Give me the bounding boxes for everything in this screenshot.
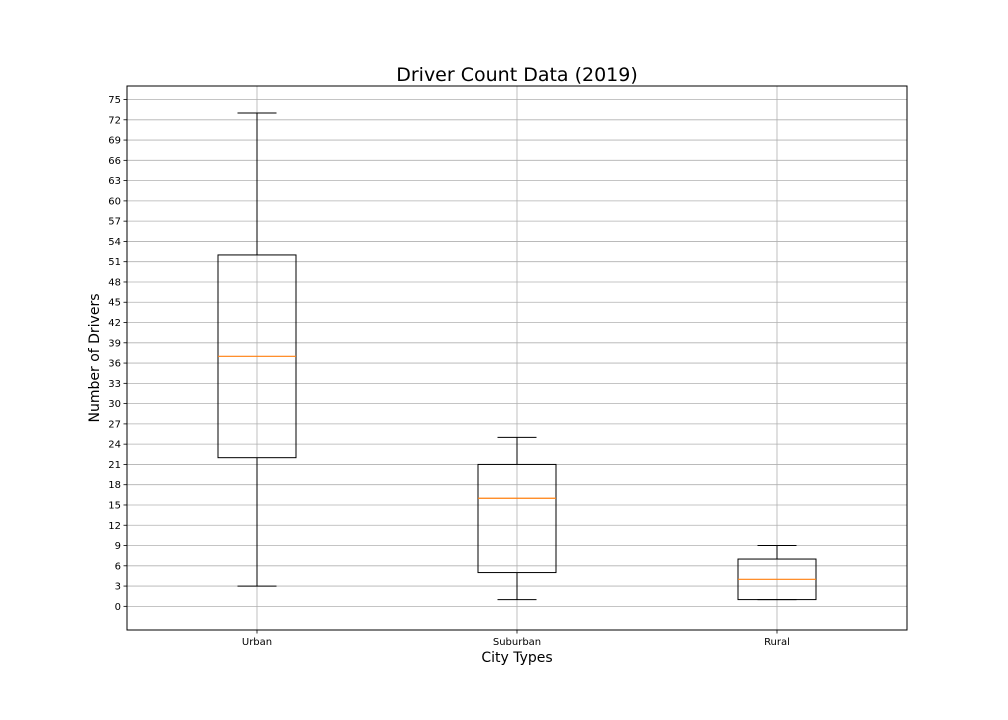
y-tick-label: 42 xyxy=(108,318,121,329)
y-tick-label: 57 xyxy=(108,217,121,228)
box-plot-series xyxy=(217,112,817,601)
y-tick-label: 0 xyxy=(115,602,121,613)
y-tick-label: 18 xyxy=(108,480,121,491)
y-tick-label: 75 xyxy=(108,95,121,106)
box-suburban xyxy=(477,436,557,601)
y-tick-label: 45 xyxy=(108,298,121,309)
y-tick-label: 27 xyxy=(108,419,121,430)
chart-title: Driver Count Data (2019) xyxy=(396,64,638,86)
iqr-box xyxy=(477,463,557,574)
x-tick-label: Urban xyxy=(242,637,272,648)
y-tick-label: 63 xyxy=(108,176,121,187)
y-tick-label: 72 xyxy=(108,115,121,126)
y-tick-label: 6 xyxy=(115,561,121,572)
y-tick-label: 36 xyxy=(108,359,121,370)
box-urban xyxy=(217,112,297,587)
y-tick-label: 3 xyxy=(115,582,121,593)
y-axis-ticks: 0369121518212427303336394245485154576063… xyxy=(108,95,127,613)
y-tick-label: 54 xyxy=(108,237,121,248)
y-tick-label: 66 xyxy=(108,156,121,167)
y-tick-label: 30 xyxy=(108,399,121,410)
y-tick-label: 39 xyxy=(108,338,121,349)
x-tick-label: Rural xyxy=(764,637,790,648)
box-rural xyxy=(737,545,817,601)
grid-lines xyxy=(127,86,907,630)
y-tick-label: 9 xyxy=(115,541,121,552)
y-tick-label: 60 xyxy=(108,196,121,207)
y-tick-label: 21 xyxy=(108,460,121,471)
y-tick-label: 33 xyxy=(108,379,121,390)
y-tick-label: 15 xyxy=(108,500,121,511)
y-tick-label: 48 xyxy=(108,277,121,288)
y-tick-label: 69 xyxy=(108,136,121,147)
x-tick-label: Suburban xyxy=(493,637,541,648)
x-axis-label: City Types xyxy=(481,650,552,666)
y-tick-label: 24 xyxy=(108,440,121,451)
y-tick-label: 12 xyxy=(108,521,121,532)
y-tick-label: 51 xyxy=(108,257,121,268)
y-axis-label: Number of Drivers xyxy=(87,293,103,422)
x-axis-ticks: Urban Suburban Rural xyxy=(242,630,790,648)
